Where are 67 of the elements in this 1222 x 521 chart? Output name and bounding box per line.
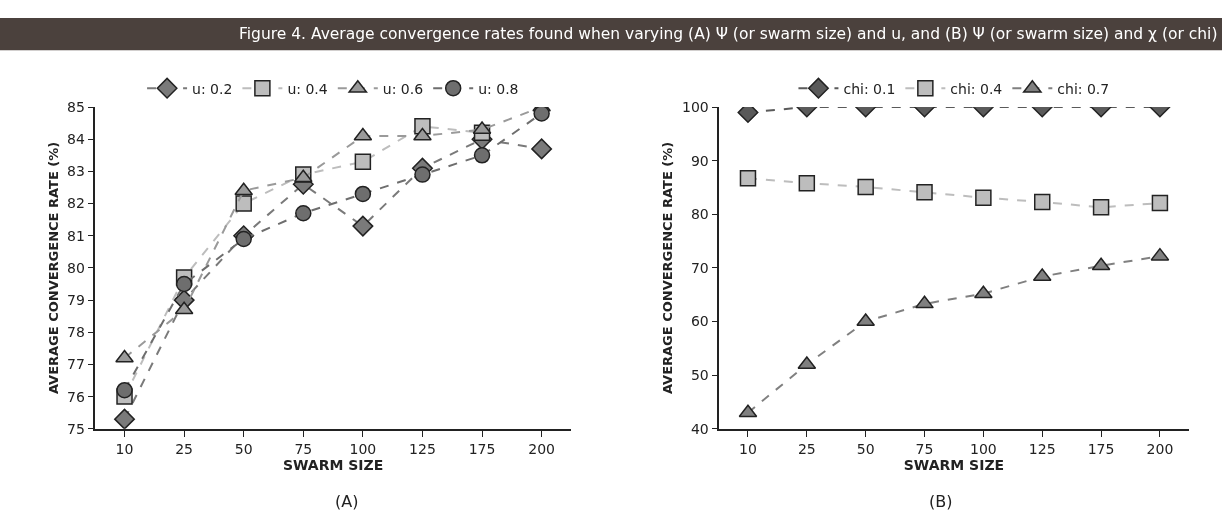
point (114, 408, 136, 429)
y-tick-label: 81 (67, 227, 85, 244)
point (352, 215, 374, 237)
y-tick-label: 40 (690, 420, 709, 437)
x-axis-title: SWARM SIZE (282, 456, 384, 473)
x-tick-label: 10 (739, 440, 757, 457)
legend-label: u: 0.4 (287, 80, 328, 97)
point (115, 349, 134, 363)
y-tick-label: 82 (67, 195, 85, 212)
y-tick-label: 77 (67, 356, 85, 373)
y-tick-label: 60 (690, 313, 709, 330)
y-axis-title: AVERAGE CONVERGENCE RATE (%) (660, 141, 676, 395)
x-tick-label: 100 (970, 440, 997, 457)
y-tick-label: 90 (690, 152, 709, 169)
x-tick-label: 75 (294, 440, 313, 457)
point (295, 204, 312, 222)
point (531, 138, 553, 160)
legend-label: u: 0.8 (478, 80, 519, 97)
point (473, 147, 491, 164)
y-tick-label: 84 (67, 131, 86, 148)
x-tick-label: 200 (1146, 440, 1174, 457)
x-tick-label: 25 (797, 440, 816, 457)
x-tick-label: 125 (409, 440, 436, 457)
point (235, 195, 252, 212)
point (413, 127, 432, 141)
y-tick-label: 76 (67, 388, 86, 405)
point (234, 182, 254, 196)
legend-label: chi: 0.7 (1057, 80, 1110, 97)
x-tick-label: 75 (915, 440, 934, 457)
point (472, 121, 492, 135)
legend-label: u: 0.6 (382, 80, 424, 97)
y-axis-title: AVERAGE CONVERGENCE RATE (%) (45, 141, 61, 395)
y-tick-label: 100 (682, 98, 709, 115)
point (175, 275, 193, 293)
legend-label: chi: 0.1 (843, 80, 896, 97)
text: Figure 4. Average convergence rates found when varying (A) Ψ (or swarm size) and u, and (B) Ψ (or swarm size) and χ (or chi) (239, 25, 1218, 43)
x-tick-label: 100 (349, 440, 377, 457)
y-tick-label: 75 (67, 420, 85, 437)
y-tick-label: 80 (67, 259, 85, 276)
x-axis-title: SWARM SIZE (903, 456, 1005, 473)
x-tick-label: 50 (234, 440, 253, 457)
y-tick-label: 79 (67, 292, 85, 308)
y-tick-label: 50 (690, 367, 709, 384)
x-tick-label: 50 (856, 440, 875, 457)
point (235, 230, 252, 248)
x-tick-label: 10 (115, 440, 134, 457)
text: (A) (335, 492, 359, 511)
y-tick-label: 78 (67, 324, 85, 341)
legend-label: chi: 0.4 (950, 80, 1003, 97)
point (174, 301, 194, 315)
point (353, 127, 373, 141)
x-tick-label: 175 (1087, 440, 1115, 457)
point (533, 107, 550, 122)
text: (B) (929, 492, 953, 511)
y-tick-label: 83 (67, 163, 85, 180)
y-tick-label: 70 (690, 259, 709, 276)
x-tick-label: 25 (175, 440, 194, 457)
x-tick-label: 200 (528, 440, 555, 457)
point (414, 166, 431, 183)
x-tick-label: 125 (1028, 440, 1056, 457)
legend-label: u: 0.2 (192, 80, 233, 97)
point (354, 185, 372, 203)
y-tick-label: 80 (690, 206, 709, 223)
point (116, 381, 133, 399)
x-tick-label: 175 (468, 440, 496, 457)
point (354, 153, 372, 170)
y-tick-label: 85 (67, 98, 85, 115)
